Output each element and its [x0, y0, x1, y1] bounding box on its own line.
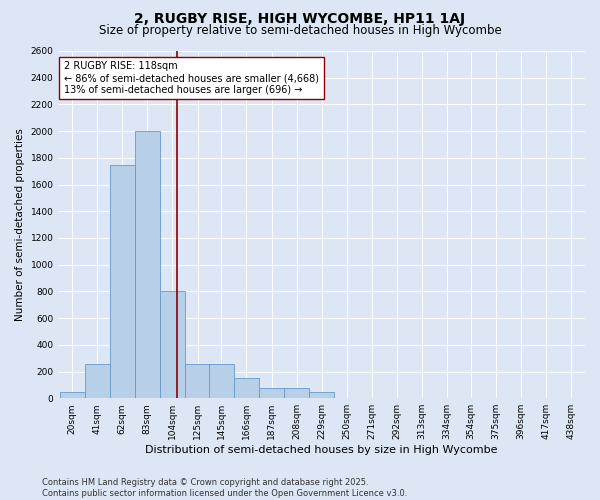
Bar [284, 388, 309, 398]
Bar [135, 131, 160, 398]
Bar [209, 364, 234, 398]
Bar [110, 164, 134, 398]
Bar [85, 364, 110, 398]
Text: 2 RUGBY RISE: 118sqm
← 86% of semi-detached houses are smaller (4,668)
13% of se: 2 RUGBY RISE: 118sqm ← 86% of semi-detac… [64, 62, 319, 94]
Text: Size of property relative to semi-detached houses in High Wycombe: Size of property relative to semi-detach… [98, 24, 502, 37]
Bar [259, 388, 284, 398]
Bar [160, 292, 185, 398]
Bar [310, 392, 334, 398]
Bar [234, 378, 259, 398]
X-axis label: Distribution of semi-detached houses by size in High Wycombe: Distribution of semi-detached houses by … [145, 445, 498, 455]
Text: Contains HM Land Registry data © Crown copyright and database right 2025.
Contai: Contains HM Land Registry data © Crown c… [42, 478, 407, 498]
Y-axis label: Number of semi-detached properties: Number of semi-detached properties [15, 128, 25, 321]
Bar [185, 364, 210, 398]
Text: 2, RUGBY RISE, HIGH WYCOMBE, HP11 1AJ: 2, RUGBY RISE, HIGH WYCOMBE, HP11 1AJ [134, 12, 466, 26]
Bar [60, 392, 85, 398]
